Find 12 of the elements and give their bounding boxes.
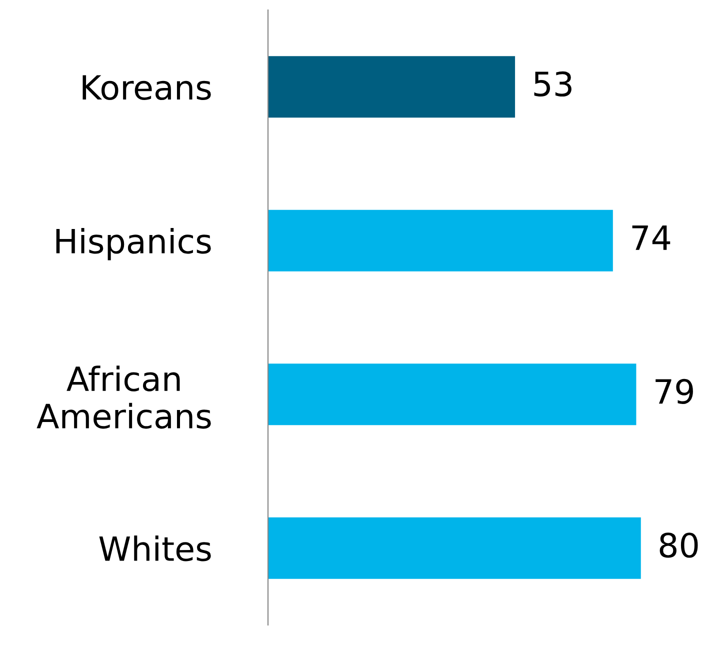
bar [268, 56, 516, 118]
bar [268, 517, 641, 579]
data-label: 80 [660, 532, 698, 558]
data-label: 74 [632, 226, 670, 250]
bar [268, 210, 613, 272]
y-tick-label: Koreans [82, 75, 211, 100]
bar [268, 364, 636, 426]
data-label: 53 [534, 71, 572, 97]
y-tick-label: Hispanics [56, 228, 211, 260]
y-tick-label: Whites [99, 535, 211, 562]
data-label: 79 [656, 378, 693, 404]
y-tick-label: African Americans [36, 366, 211, 429]
